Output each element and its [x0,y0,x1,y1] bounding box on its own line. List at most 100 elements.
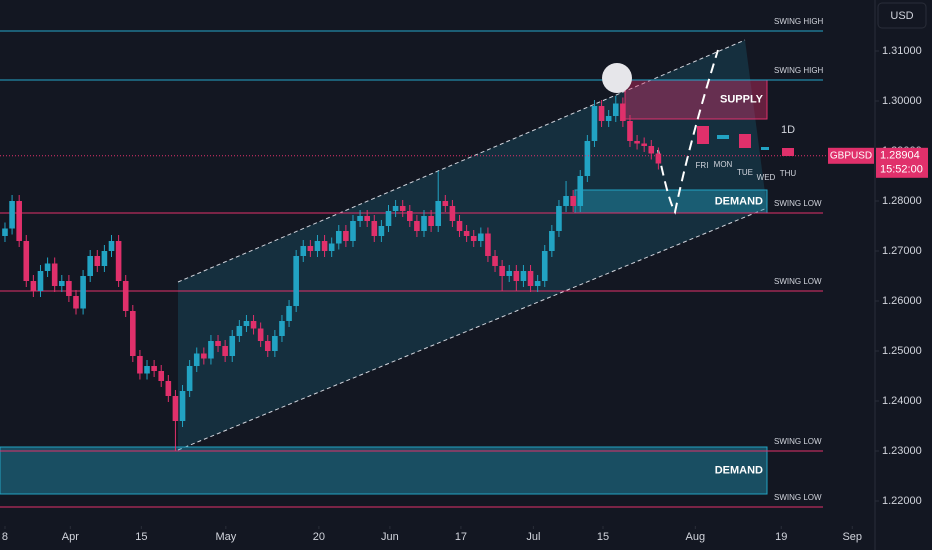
projected-candle [761,147,769,150]
day-label: MON [714,160,733,169]
day-label: FRI [696,161,709,170]
y-tick-label: 1.28000 [882,195,922,207]
candle-body [584,141,591,176]
x-tick-label: Jul [526,531,540,543]
projection [602,49,794,215]
y-tick-label: 1.30000 [882,95,922,107]
candle-body [151,366,157,371]
candle-body [470,236,477,241]
candle-body [463,231,470,236]
candle-body [286,306,292,321]
price-tag [876,147,928,178]
candle-body [122,281,129,311]
candle-body [570,196,576,206]
candle-body [30,281,37,291]
zone [624,79,768,120]
candle-body [66,281,72,296]
candle-body [272,336,278,351]
candle-body [627,121,633,141]
candle-body [549,231,555,251]
zone-label: DEMAND [715,464,763,476]
candle-body [243,321,250,326]
x-tick-label: Apr [62,531,79,543]
candle-body [158,371,165,381]
candle-body [87,256,93,276]
currency-button[interactable] [877,2,927,29]
candle-body [634,141,640,144]
candle-body [620,103,626,121]
candle-body [144,366,150,374]
candle-body [51,263,58,286]
candle-body [236,326,243,336]
candle-body [556,206,562,231]
candle-body [485,233,491,256]
candle-body [108,241,115,251]
candle-body [257,328,264,341]
currency: USD [890,10,913,22]
channel-lower [177,207,768,451]
y-tick-label: 1.31000 [882,45,922,57]
candle-body [215,341,221,346]
candle-body [2,228,8,236]
candle-body [641,143,647,146]
candle-body [23,241,30,281]
candle-body [293,256,299,306]
x-tick-label: May [215,531,236,543]
candle-body [94,256,101,266]
candle-body [612,103,619,116]
candle-body [328,243,335,251]
x-tick-label: Aug [686,531,706,543]
candle-body [492,256,498,266]
projected-candle [717,135,729,139]
symbol-tag [828,147,874,164]
candle-body [321,241,328,251]
level-label: SWING LOW [774,493,822,502]
candle-body [648,146,655,154]
projected-candle [739,134,751,148]
y-tick-label: 1.24000 [882,395,922,407]
x-tick-label: Sep [842,531,862,543]
candle-body [193,353,200,366]
x-tick-label: 19 [775,531,787,543]
candle-body [655,153,662,164]
y-tick-label: 1.23000 [882,445,922,457]
symbol: GBPUSD [830,150,872,161]
candle-body [407,211,413,221]
level-label: SWING LOW [774,199,822,208]
candle-body [165,381,172,396]
y-tick-label: 1.26000 [882,295,922,307]
candle-body [179,391,186,421]
candle-body [222,346,228,356]
candle-body [541,251,548,281]
candle-body [513,271,520,281]
projection-path [657,49,719,215]
y-tick-label: 1.25000 [882,345,922,357]
level-label: SWING LOW [774,437,822,446]
candle-body [456,221,463,231]
candle-body [577,176,584,206]
y-tick-label: 1.27000 [882,245,922,257]
level-label: SWING HIGH [774,66,824,75]
candle-body [250,321,257,329]
candle-body [130,311,136,356]
candle-body [563,196,569,206]
candle-body [364,216,370,221]
x-tick-label: 15 [135,531,147,543]
candle-body [343,231,349,241]
candle-body [37,271,44,291]
candle-body [399,206,406,211]
candle-body [350,221,356,241]
candle-body [300,246,307,256]
day-label: THU [780,169,797,178]
x-tick-label: 20 [313,531,325,543]
level-label: SWING LOW [774,277,822,286]
level-label: SWING HIGH [774,17,824,26]
candle-body [435,201,442,226]
day-label: WED [757,173,776,182]
candle-body [44,263,51,271]
candle-body [605,116,612,121]
zone [0,446,768,495]
drawings [0,30,823,508]
interval: 1D [781,124,795,136]
